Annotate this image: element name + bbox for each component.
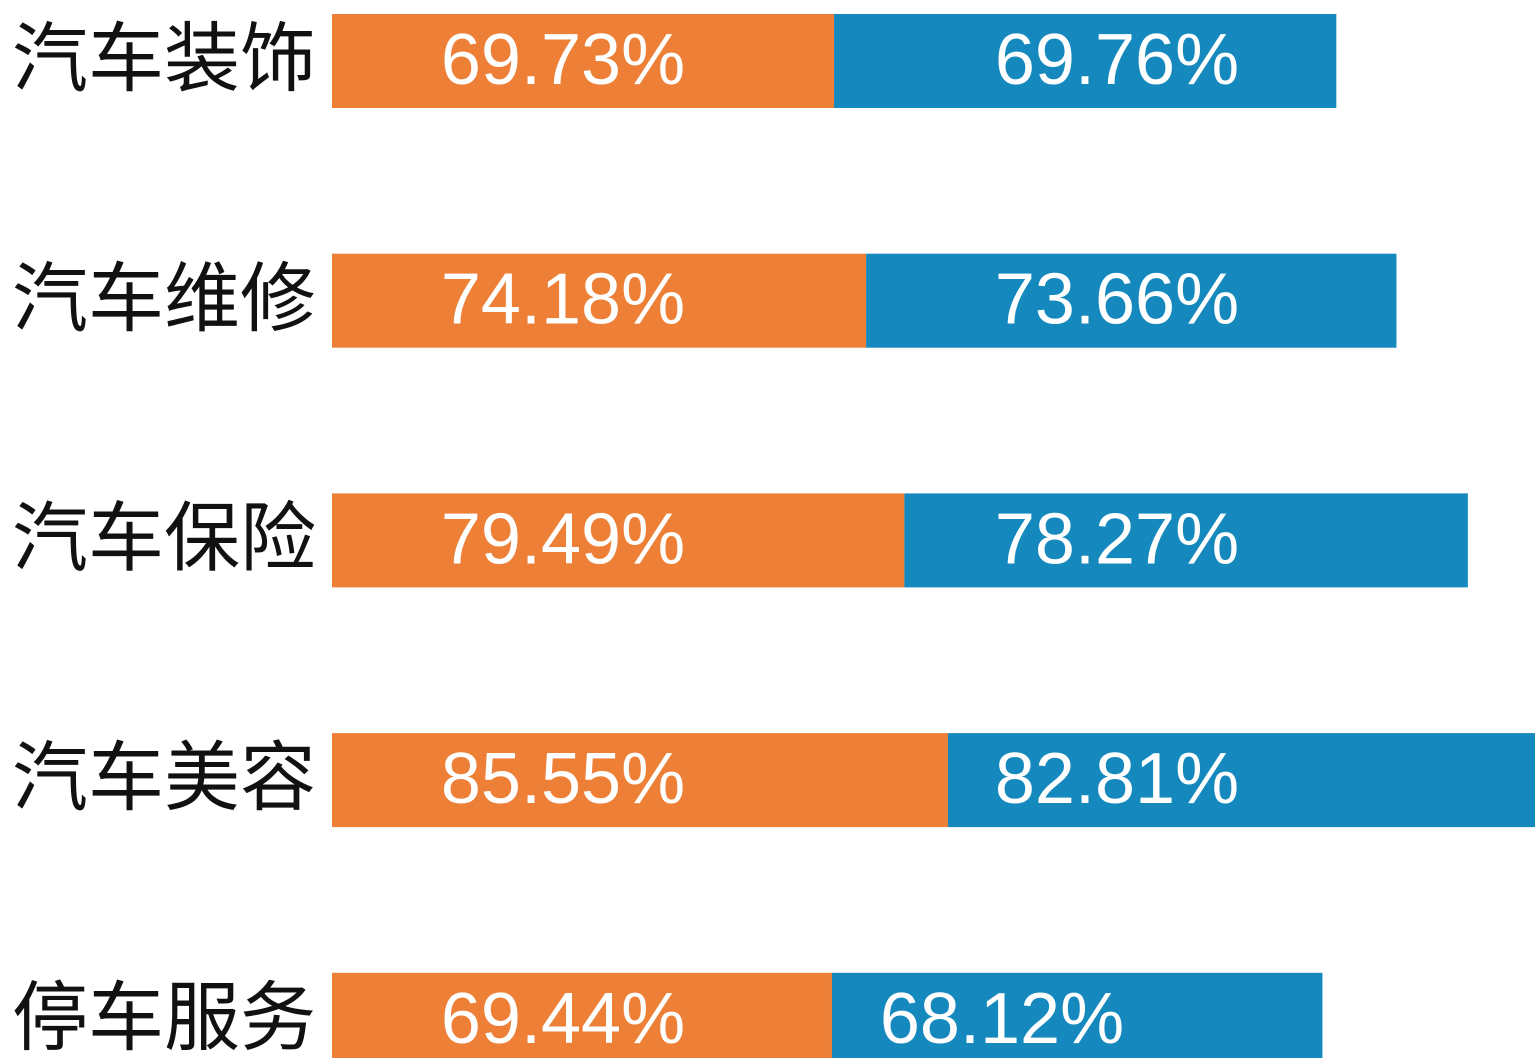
value-label: 82.81% xyxy=(995,739,1239,819)
category-label: 汽车装饰 xyxy=(12,17,316,102)
value-label: 69.76% xyxy=(995,20,1239,100)
bar-segment xyxy=(332,253,867,348)
bar-segment xyxy=(332,972,832,1058)
value-label: 73.66% xyxy=(995,260,1239,340)
value-label: 79.49% xyxy=(441,499,685,579)
category-label: 停车服务 xyxy=(12,976,316,1058)
bar-segment xyxy=(947,733,1535,828)
category-label: 汽车维修 xyxy=(12,257,316,342)
bar-segment xyxy=(332,14,835,108)
value-label: 74.18% xyxy=(441,260,685,340)
value-label: 68.12% xyxy=(880,979,1124,1058)
value-label: 69.44% xyxy=(441,979,685,1058)
bar-segment xyxy=(904,493,1468,588)
bar-segment xyxy=(831,972,1323,1058)
category-label: 汽车保险 xyxy=(12,496,316,581)
bar-segment xyxy=(866,253,1397,348)
bar-segment xyxy=(834,14,1337,108)
bar-segment xyxy=(332,733,948,828)
value-label: 78.27% xyxy=(995,499,1239,579)
value-label: 69.73% xyxy=(441,20,685,100)
value-label: 85.55% xyxy=(441,739,685,819)
bar-segment xyxy=(332,493,905,588)
category-label: 汽车美容 xyxy=(12,736,316,821)
